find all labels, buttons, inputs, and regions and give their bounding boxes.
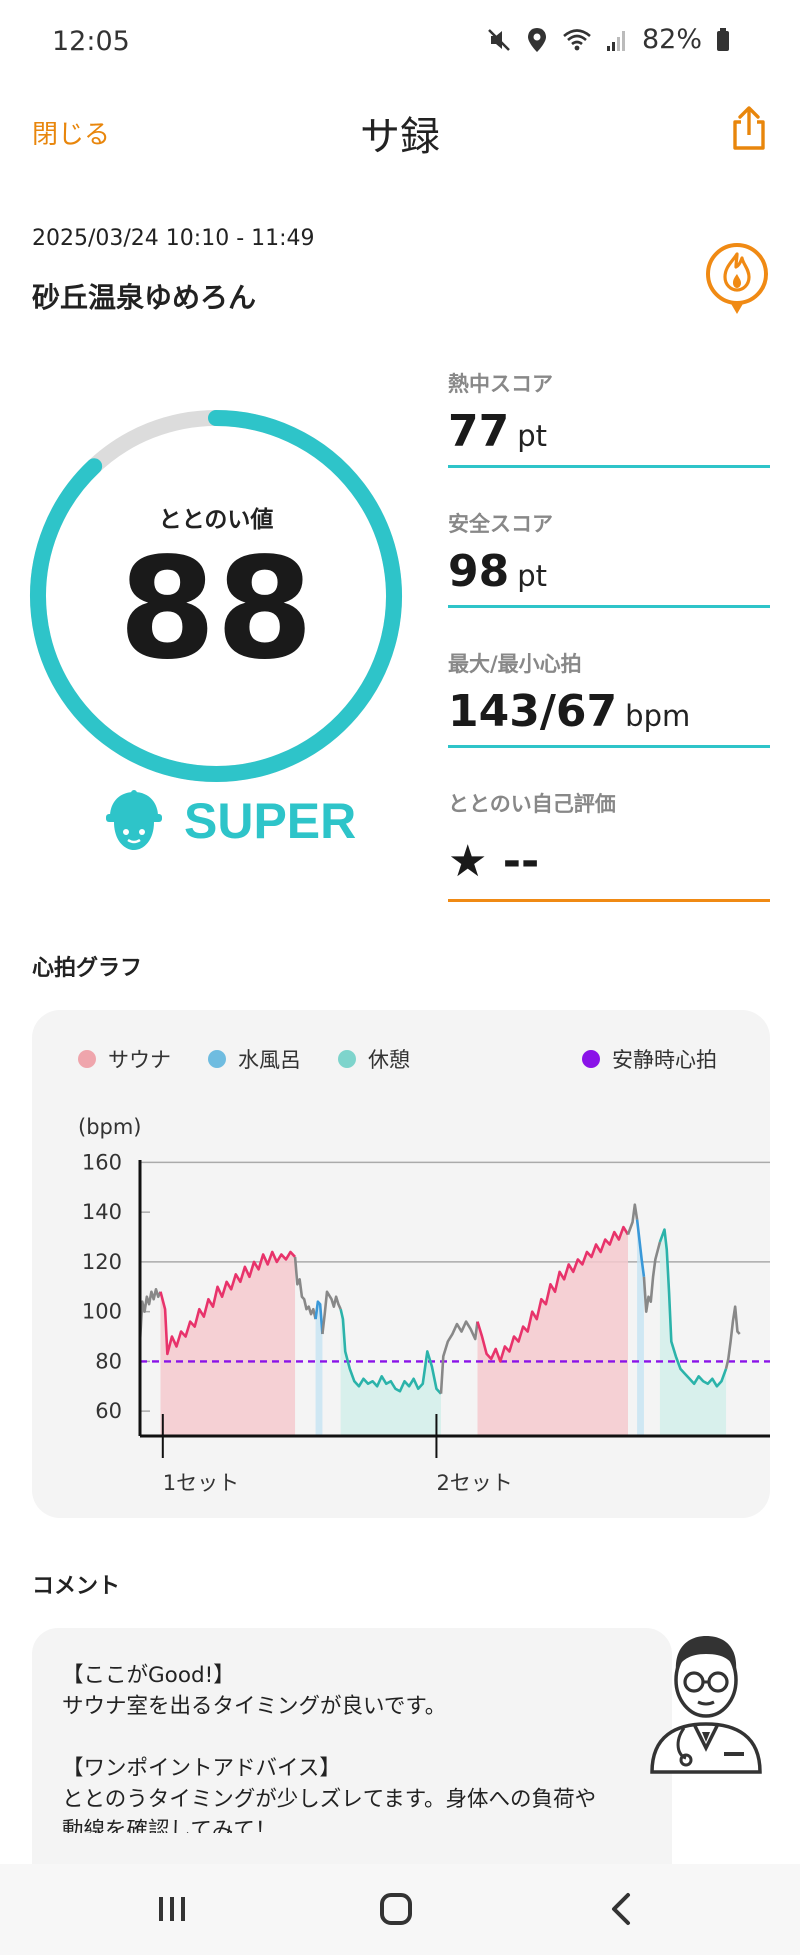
comment-title: コメント xyxy=(32,1574,121,1599)
hr-series-rest xyxy=(658,1228,728,1388)
score-divider xyxy=(448,465,770,468)
totonoi-gauge xyxy=(30,410,402,782)
recent-apps-icon[interactable] xyxy=(142,1884,202,1934)
rank-badge: SUPER xyxy=(100,790,356,852)
legend-label: サウナ xyxy=(108,1048,171,1072)
shaded-cold-region xyxy=(315,1301,323,1436)
y-tick-label: 100 xyxy=(82,1300,122,1324)
legend-dot xyxy=(208,1050,226,1068)
legend-label: 休憩 xyxy=(368,1048,410,1072)
legend-item-sauna: サウナ xyxy=(78,1044,171,1074)
back-icon[interactable] xyxy=(592,1884,652,1934)
rank-text: SUPER xyxy=(184,793,357,849)
y-tick-label: 140 xyxy=(82,1200,122,1224)
totonoi-value: 88 xyxy=(118,528,314,691)
safety-score-number: 98 xyxy=(448,546,510,597)
mute-icon xyxy=(488,28,510,51)
score-divider xyxy=(448,899,770,902)
comment-line: 【ここがGood!】 xyxy=(62,1663,235,1688)
comment-line: 動線を確認してみて！ xyxy=(62,1818,277,1833)
self-evaluation-label: ととのい自己評価 xyxy=(448,792,616,816)
comment-line: サウナ室を出るタイミングが良いです。 xyxy=(62,1694,447,1719)
y-tick-label: 120 xyxy=(82,1250,122,1274)
page-title: サ録 xyxy=(360,114,440,160)
legend-dot xyxy=(78,1050,96,1068)
status-icons: 82% xyxy=(486,24,730,55)
legend-label: 水風呂 xyxy=(238,1048,301,1072)
hr-series-sauna xyxy=(476,1225,630,1363)
safety-score-value: 98 pt xyxy=(448,546,770,597)
heart-rate-range: 最大/最小心拍 143/67 bpm xyxy=(448,648,770,748)
self-evaluation-rating: -- xyxy=(502,836,540,887)
heat-score-label: 熱中スコア xyxy=(448,372,553,396)
sauna-hat-icon xyxy=(106,790,162,850)
set-tick-label: 2セット xyxy=(436,1471,512,1495)
legend-item-cold-bath: 水風呂 xyxy=(208,1044,301,1074)
safety-score: 安全スコア 98 pt xyxy=(448,508,770,608)
shaded-rest-region xyxy=(659,1229,727,1436)
heat-score-number: 77 xyxy=(448,406,510,457)
y-axis-label: (bpm) xyxy=(78,1115,142,1139)
heat-score-unit: pt xyxy=(517,419,548,453)
gauge-progress-arc xyxy=(30,410,402,782)
legend-item-rest: 休憩 xyxy=(338,1044,410,1074)
facility-name: 砂丘温泉ゆめろん xyxy=(32,281,257,314)
doctor-avatar-icon xyxy=(650,1636,762,1774)
home-icon[interactable] xyxy=(366,1884,426,1934)
wifi-icon xyxy=(563,28,591,50)
star-icon: ★ xyxy=(448,836,488,887)
hr-series-other xyxy=(321,1290,342,1335)
battery-icon xyxy=(717,27,729,51)
safety-score-unit: pt xyxy=(517,559,548,593)
legend-label: 安静時心拍 xyxy=(612,1048,717,1072)
self-evaluation[interactable]: ととのい自己評価 ★ -- xyxy=(448,788,770,902)
fire-badge-icon[interactable] xyxy=(702,240,772,320)
y-tick-label: 160 xyxy=(82,1150,122,1174)
legend-item-resting-hr: 安静時心拍 xyxy=(582,1044,717,1074)
score-divider xyxy=(448,605,770,608)
heart-rate-range-label: 最大/最小心拍 xyxy=(448,652,582,676)
status-time: 12:05 xyxy=(52,26,130,57)
comment-line: 【ワンポイントアドバイス】 xyxy=(62,1756,341,1781)
shaded-rest-region xyxy=(340,1309,441,1436)
hr-series-other xyxy=(138,1287,162,1342)
share-icon[interactable] xyxy=(724,104,774,154)
legend-dot xyxy=(338,1050,356,1068)
legend-dot xyxy=(582,1050,600,1068)
y-tick-label: 60 xyxy=(95,1399,122,1423)
signal-icon xyxy=(606,30,625,51)
comment-text: 【ここがGood!】 サウナ室を出るタイミングが良いです。 【ワンポイントアドバ… xyxy=(62,1660,662,1833)
shaded-sauna-region xyxy=(160,1251,296,1436)
self-evaluation-value[interactable]: ★ -- xyxy=(448,836,770,887)
heat-score: 熱中スコア 77 pt xyxy=(448,368,770,468)
heart-rate-chart: (bpm) 60 80 100 120 140 160 1セット 2セット xyxy=(78,1115,770,1495)
session-datetime: 2025/03/24 10:10 - 11:49 xyxy=(32,226,315,251)
heart-rate-range-number: 143/67 xyxy=(448,686,618,737)
totonoi-label: ととのい値 xyxy=(158,507,274,533)
hr-series-cold xyxy=(635,1219,646,1278)
set-tick-label: 1セット xyxy=(163,1471,239,1495)
heart-rate-range-unit: bpm xyxy=(625,699,691,733)
shaded-sauna-region xyxy=(477,1227,628,1436)
heart-graph-title: 心拍グラフ xyxy=(32,956,143,981)
hr-series-other xyxy=(642,1241,662,1313)
hr-series-other xyxy=(293,1256,317,1320)
safety-score-label: 安全スコア xyxy=(448,512,553,536)
hr-series-other xyxy=(724,1305,741,1370)
hr-series-other xyxy=(626,1203,639,1236)
location-icon xyxy=(527,27,546,52)
battery-percentage: 82% xyxy=(641,24,702,55)
comment-line xyxy=(62,1722,662,1753)
comment-line: ととのうタイミングが少しズレてます。身体への負荷や xyxy=(62,1787,597,1812)
close-button[interactable]: 閉じる xyxy=(32,120,111,150)
hr-series-sauna xyxy=(159,1250,297,1356)
hr-series-other xyxy=(439,1320,479,1394)
score-divider xyxy=(448,745,770,748)
hr-series-cold xyxy=(314,1300,324,1335)
heat-score-value: 77 pt xyxy=(448,406,770,457)
y-tick-label: 80 xyxy=(95,1349,122,1373)
system-nav-bar xyxy=(0,1864,800,1955)
heart-rate-range-value: 143/67 bpm xyxy=(448,686,770,737)
hr-series-rest xyxy=(339,1308,442,1395)
